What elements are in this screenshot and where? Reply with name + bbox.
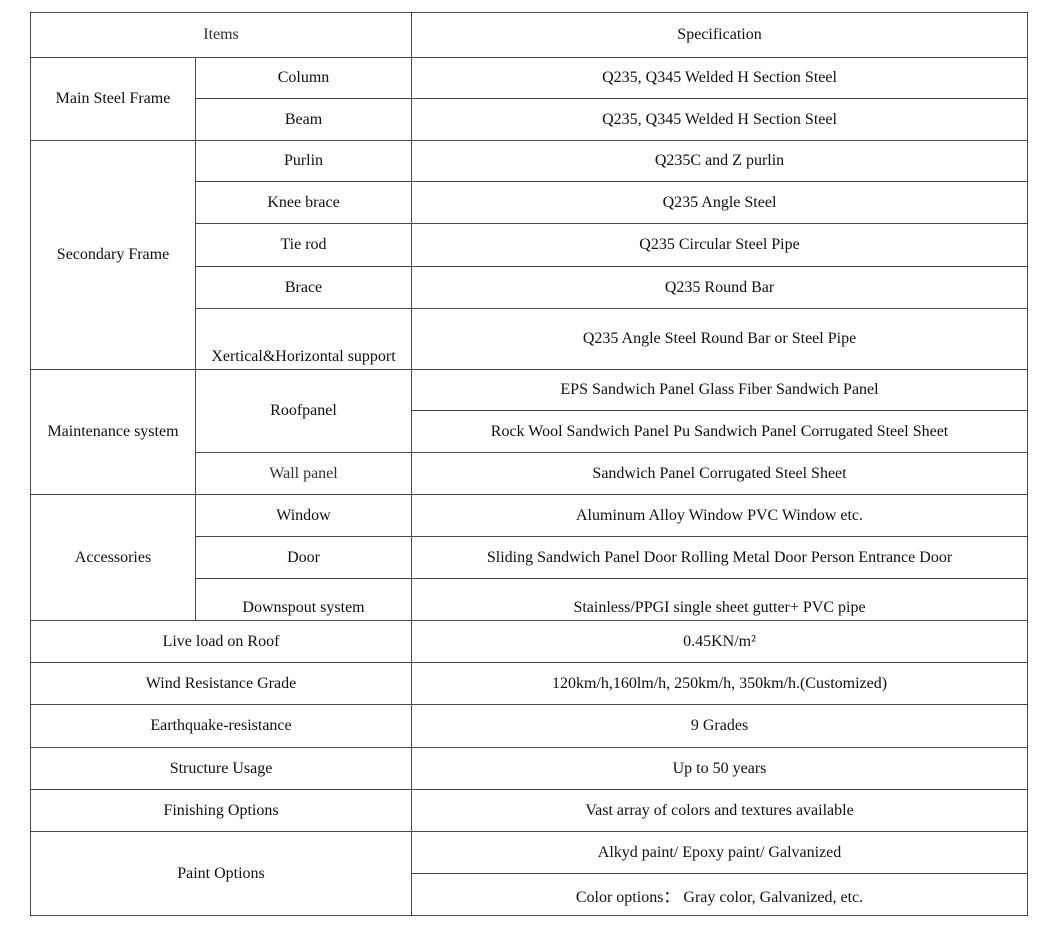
table-row: Beam Q235, Q345 Welded H Section Steel xyxy=(31,98,1029,141)
specification-table: Items Specification Main Steel Frame Colu… xyxy=(29,12,1029,916)
spec-value: Vast array of colors and textures availa… xyxy=(411,789,1029,832)
spec-value: Stainless/PPGI single sheet gutter+ PVC … xyxy=(411,578,1029,621)
spec-value: 0.45KN/m² xyxy=(411,620,1029,663)
table-row: Finishing Options Vast array of colors an… xyxy=(29,789,1029,832)
spec-value: Q235 Angle Steel xyxy=(411,181,1029,224)
spec-value: Alkyd paint/ Epoxy paint/ Galvanized xyxy=(411,831,1029,874)
table-row: Rock Wool Sandwich Panel Pu Sandwich Pan… xyxy=(31,410,1029,453)
table-row: Secondary Frame Purlin Q235C and Z purlin xyxy=(30,140,1029,370)
spec-value: Q235 Circular Steel Pipe xyxy=(411,223,1029,267)
item-label: Column xyxy=(194,57,413,99)
item-label: Paint Options xyxy=(29,831,413,916)
table-row: Brace Q235 Round Bar xyxy=(31,266,1029,309)
item-label: Purlin xyxy=(194,140,413,182)
item-label: Roofpanel xyxy=(194,369,413,453)
item-label: Knee brace xyxy=(194,181,413,224)
group-label: Main Steel Frame xyxy=(30,57,196,141)
item-label: Structure Usage xyxy=(29,747,413,790)
item-label: Downspout system xyxy=(194,578,413,621)
item-label: Live load on Roof xyxy=(29,620,413,663)
spec-value: Rock Wool Sandwich Panel Pu Sandwich Pan… xyxy=(411,410,1029,453)
spec-value: Aluminum Alloy Window PVC Window etc. xyxy=(411,494,1029,537)
group-label: Accessories xyxy=(30,494,196,621)
table-row: Door Sliding Sandwich Panel Door Rolling … xyxy=(31,536,1029,579)
table-row: Main Steel Frame Column Q235, Q345 Welded … xyxy=(30,57,1029,141)
header-specification: Specification xyxy=(411,12,1029,58)
table-row: Color options： Gray color, Galvanized, e… xyxy=(31,873,1029,916)
table-row: Tie rod Q235 Circular Steel Pipe xyxy=(31,223,1029,267)
spec-value: Q235C and Z purlin xyxy=(411,140,1029,182)
table-row: Wind Resistance Grade 120km/h,160lm/h, 25… xyxy=(29,662,1029,705)
spec-value: Q235 Angle Steel Round Bar or Steel Pipe xyxy=(411,308,1029,370)
item-label: Brace xyxy=(194,266,413,309)
table-row: Paint Options Alkyd paint/ Epoxy paint/ G… xyxy=(29,831,1029,916)
item-label: Finishing Options xyxy=(29,789,413,832)
item-label: Tie rod xyxy=(194,223,413,267)
item-label: Earthquake-resistance xyxy=(29,704,413,748)
item-label: Door xyxy=(194,536,413,579)
table-row: Earthquake-resistance 9 Grades xyxy=(29,704,1029,748)
spec-value: Sliding Sandwich Panel Door Rolling Meta… xyxy=(411,536,1029,579)
item-label: Wall panel xyxy=(194,452,413,495)
spec-value: Q235, Q345 Welded H Section Steel xyxy=(411,98,1029,141)
spec-value: 9 Grades xyxy=(411,704,1029,748)
group-label: Secondary Frame xyxy=(30,140,196,370)
spec-value: Q235, Q345 Welded H Section Steel xyxy=(411,57,1029,99)
spec-value: Q235 Round Bar xyxy=(411,266,1029,309)
table-row: Accessories Window Aluminum Alloy Window P… xyxy=(30,494,1029,621)
spec-value: 120km/h,160lm/h, 250km/h, 350km/h.(Custo… xyxy=(411,662,1029,705)
header-items: Items xyxy=(29,12,413,58)
table-row: Wall panel Sandwich Panel Corrugated Stee… xyxy=(31,452,1029,495)
spec-value: EPS Sandwich Panel Glass Fiber Sandwich … xyxy=(411,369,1029,411)
item-label: Beam xyxy=(194,98,413,141)
table-row: Structure Usage Up to 50 years xyxy=(29,747,1029,790)
table-header-row: Items Specification xyxy=(29,12,1029,58)
table-row: Xertical&Horizontal support Q235 Angle St… xyxy=(31,308,1029,370)
table-row: Downspout system Stainless/PPGI single sh… xyxy=(31,578,1029,621)
group-label: Maintenance system xyxy=(30,369,196,495)
table-row: Knee brace Q235 Angle Steel xyxy=(31,181,1029,224)
table-row: Live load on Roof 0.45KN/m² xyxy=(29,620,1029,663)
item-label: Wind Resistance Grade xyxy=(29,662,413,705)
table-row: Maintenance system Roofpanel EPS Sandwich … xyxy=(30,369,1029,495)
spec-value: Sandwich Panel Corrugated Steel Sheet xyxy=(411,452,1029,495)
item-label: Window xyxy=(194,494,413,537)
item-label: Xertical&Horizontal support xyxy=(194,308,413,370)
spec-value: Color options： Gray color, Galvanized, e… xyxy=(411,873,1029,916)
spec-value: Up to 50 years xyxy=(411,747,1029,790)
